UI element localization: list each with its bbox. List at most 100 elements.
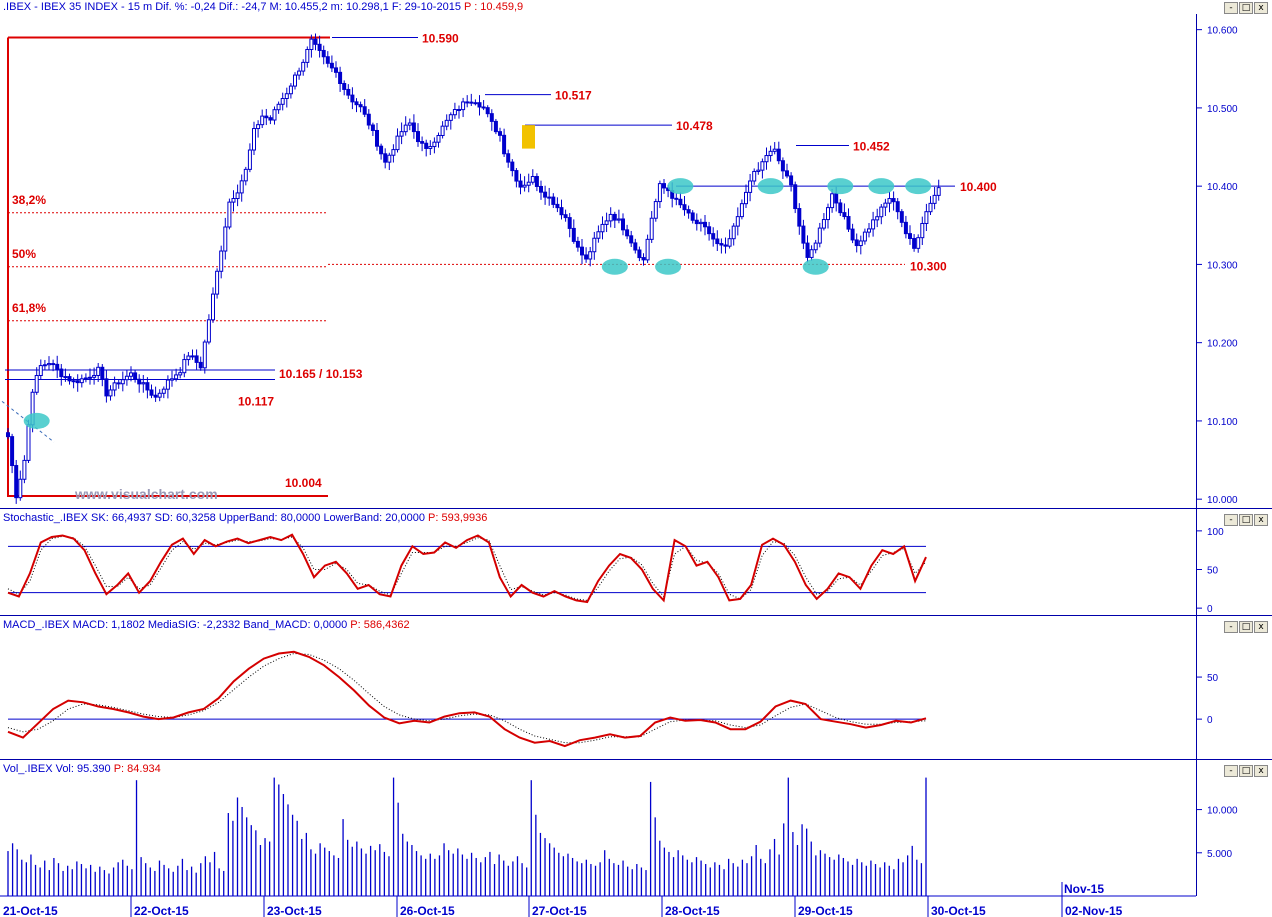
candle-body (830, 193, 835, 209)
candle-body (756, 169, 761, 172)
minimize-button[interactable]: - (1224, 514, 1238, 526)
level-label: 10.300 (910, 259, 947, 273)
candle-body (133, 372, 138, 380)
close-button[interactable]: x (1254, 514, 1268, 526)
candle-body (764, 155, 769, 163)
candle-body (387, 154, 392, 163)
candle-body (498, 131, 502, 136)
candle-body (252, 128, 256, 151)
candle-body (399, 131, 404, 137)
candle-body (198, 361, 203, 369)
highlight-ellipse (905, 178, 932, 195)
candle-body (448, 114, 453, 121)
candle-body (649, 217, 654, 240)
candle-body (502, 134, 507, 155)
price-pane-header: .IBEX - IBEX 35 INDEX - 15 m Dif. %: -0,… (3, 1, 523, 13)
close-button[interactable]: x (1254, 2, 1268, 14)
x-tick-label: 30-Oct-15 (931, 904, 986, 917)
y-tick-label: 10.100 (1207, 417, 1238, 428)
maximize-button[interactable]: □ (1239, 2, 1253, 14)
candle-body (280, 98, 285, 105)
candle-body (621, 218, 625, 231)
candle-body (38, 365, 43, 377)
level-label: 10.165 / 10.153 (279, 367, 363, 381)
volume-bars (7, 777, 927, 896)
candle-body (899, 211, 904, 223)
candle-body (92, 374, 97, 378)
fibonacci-label: 38,2% (12, 193, 46, 207)
x-tick-label: 28-Oct-15 (665, 904, 720, 917)
y-tick-label: 10.000 (1207, 495, 1238, 506)
candle-body (600, 223, 605, 233)
x-axis: 21-Oct-15 22-Oct-15 23-Oct-15 26-Oct-15 27-O… (0, 882, 1196, 917)
candle-body (772, 148, 777, 152)
candle-body (662, 183, 666, 189)
candle-body (34, 375, 39, 393)
candle-body (703, 221, 707, 228)
candle-body (321, 49, 326, 58)
candle-body (22, 459, 27, 480)
candle-body (604, 220, 609, 225)
volume-header-label: Vol_.IBEX Vol: 95.390 (3, 763, 111, 775)
candle-body (739, 203, 744, 218)
candle-body (235, 192, 240, 200)
candle-body (485, 107, 490, 115)
highlight-ellipse (757, 178, 784, 195)
candle-body (760, 161, 765, 171)
candle-body (518, 180, 523, 188)
candle-body (96, 366, 101, 376)
candle-body (510, 161, 515, 172)
y-tick-label: 10.000 (1207, 806, 1238, 817)
candle-body (317, 43, 322, 51)
candle-body (678, 198, 683, 206)
candle-body (354, 101, 359, 106)
candle-body (137, 378, 142, 385)
candle-body (186, 355, 191, 361)
candle-body (313, 38, 318, 45)
candle-body (71, 380, 76, 383)
maximize-button[interactable]: □ (1239, 514, 1253, 526)
candle-body (170, 378, 174, 381)
y-tick-label: 10.600 (1207, 26, 1238, 37)
candle-body (867, 228, 871, 233)
maximize-button[interactable]: □ (1239, 765, 1253, 777)
candle-body (424, 142, 429, 149)
candle-body (432, 141, 437, 148)
candle-body (215, 270, 220, 295)
candle-body (47, 363, 51, 366)
price-header-label: .IBEX - IBEX 35 INDEX - 15 m Dif. %: -0,… (3, 1, 461, 13)
minimize-button[interactable]: - (1224, 621, 1238, 633)
candle-body (838, 202, 843, 214)
minimize-button[interactable]: - (1224, 765, 1238, 777)
candle-body (112, 382, 117, 391)
close-button[interactable]: x (1254, 765, 1268, 777)
candle-body (411, 122, 416, 133)
candle-body (920, 222, 925, 239)
candle-body (190, 355, 195, 358)
candle-body (129, 372, 133, 377)
candle-body (55, 363, 60, 370)
candle-body (559, 207, 564, 216)
candle-body (715, 238, 720, 245)
candle-body (293, 74, 297, 87)
level-label: 10.004 (285, 476, 322, 490)
close-button[interactable]: x (1254, 621, 1268, 633)
trendline (1, 400, 55, 443)
candle-body (846, 216, 851, 230)
maximize-button[interactable]: □ (1239, 621, 1253, 633)
fibonacci-label: 61,8% (12, 301, 46, 315)
sk-line (7, 533, 927, 604)
minimize-button[interactable]: - (1224, 2, 1238, 14)
macd-header-label: MACD_.IBEX MACD: 1,1802 MediaSIG: -2,233… (3, 619, 348, 631)
candle-body (686, 209, 691, 214)
level-label: 10.452 (853, 139, 890, 153)
candle-body (436, 135, 441, 143)
candle-body (457, 109, 461, 112)
candle-body (551, 196, 556, 205)
candle-body (698, 221, 703, 225)
y-tick-label: 100 (1207, 527, 1224, 538)
candle-body (59, 368, 64, 378)
highlight-ellipse (868, 178, 895, 195)
candle-body (420, 141, 425, 144)
